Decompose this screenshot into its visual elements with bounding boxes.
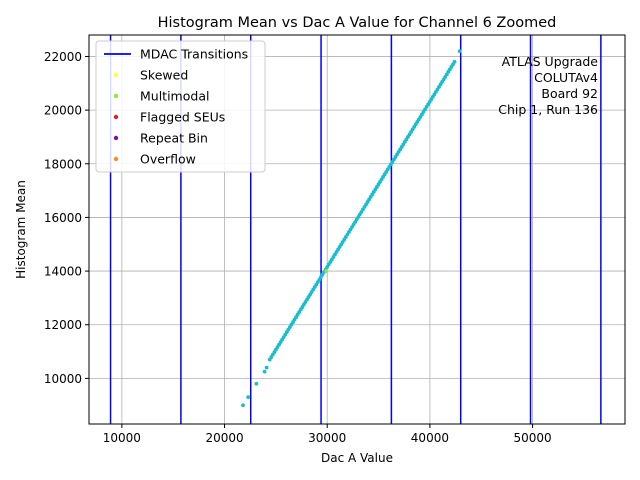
- y-tick-label-1: 12000: [44, 318, 82, 332]
- legend-swatch-5: [113, 156, 119, 162]
- data-point-0-123: [262, 369, 267, 374]
- data-point-0-121: [246, 395, 251, 400]
- plot-frame: [88, 34, 626, 425]
- annotation-line-2: COLUTAv4: [534, 70, 598, 85]
- legend-label-1: Skewed: [140, 68, 188, 83]
- chart-title: Histogram Mean vs Dac A Value for Channe…: [158, 15, 557, 31]
- legend-swatch-3: [113, 114, 119, 120]
- x-tick-label-3: 40000: [411, 431, 449, 445]
- y-axis-label: Histogram Mean: [14, 180, 28, 279]
- data-point-0-122: [254, 381, 259, 386]
- legend-label-3: Flagged SEUs: [140, 110, 225, 125]
- annotation-line-1: ATLAS Upgrade: [502, 54, 599, 69]
- data-point-0-119: [452, 59, 457, 64]
- data-point-0-124: [264, 365, 269, 370]
- y-tick-label-5: 20000: [44, 104, 82, 118]
- legend-label-0: MDAC Transitions: [140, 47, 248, 62]
- annotation-line-4: Chip 1, Run 136: [498, 102, 598, 117]
- x-tick-label-1: 20000: [205, 431, 243, 445]
- legend-label-2: Multimodal: [140, 89, 209, 104]
- legend-label-4: Repeat Bin: [140, 131, 208, 146]
- y-tick-label-6: 22000: [44, 50, 82, 64]
- x-axis-ticks: 10000 20000 30000 40000 50000: [103, 424, 552, 445]
- x-tick-label-4: 50000: [513, 431, 551, 445]
- data-point-0-120: [241, 403, 245, 408]
- x-axis-label: Dac A Value: [321, 451, 393, 465]
- grid: [89, 35, 625, 424]
- annotation: ATLAS Upgrade COLUTAv4 Board 92 Chip 1, …: [498, 54, 598, 117]
- legend-label-5: Overflow: [140, 152, 196, 167]
- annotation-line-3: Board 92: [541, 86, 598, 101]
- y-tick-label-4: 18000: [44, 157, 82, 171]
- data-point-1-0: [324, 269, 329, 273]
- x-tick-label-2: 30000: [308, 431, 346, 445]
- x-tick-label-0: 10000: [103, 431, 141, 445]
- legend-swatch-4: [113, 135, 119, 141]
- legend: MDAC Transitions Skewed Multimodal Flagged …: [95, 40, 266, 173]
- y-tick-label-2: 14000: [44, 265, 82, 279]
- y-tick-label-0: 10000: [44, 372, 82, 386]
- data-point-0-125: [457, 49, 462, 53]
- legend-swatch-1: [113, 72, 119, 78]
- legend-box: [95, 40, 266, 173]
- legend-swatch-2: [113, 93, 119, 99]
- y-tick-label-3: 16000: [44, 211, 82, 225]
- data-points: [241, 49, 462, 408]
- y-axis-ticks: 10000 12000 14000 16000 18000 20000 22000: [44, 50, 89, 386]
